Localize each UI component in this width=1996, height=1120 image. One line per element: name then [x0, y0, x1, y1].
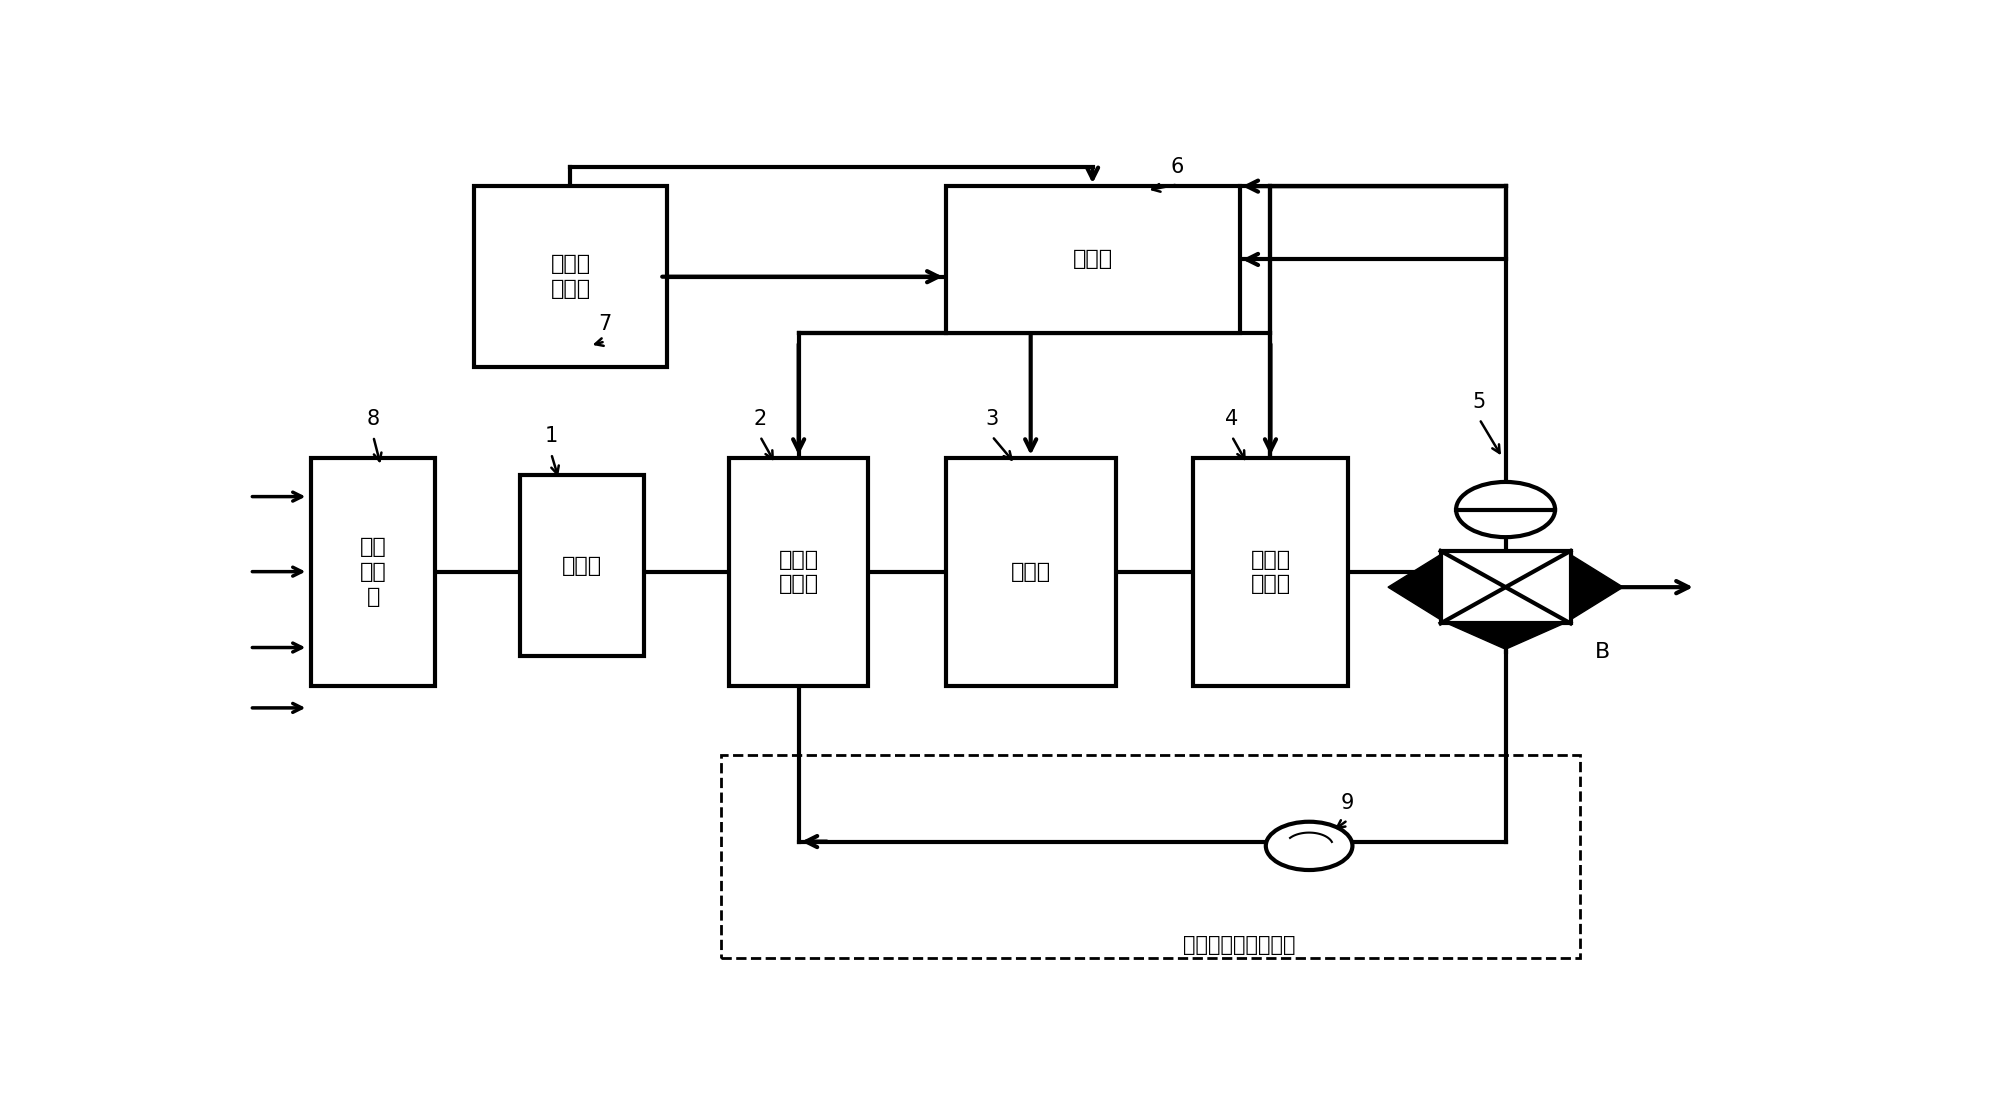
- Bar: [721, 755, 1579, 958]
- Bar: [946, 458, 1116, 687]
- Text: B: B: [1595, 642, 1611, 662]
- Text: 6: 6: [1172, 157, 1184, 177]
- Text: 4: 4: [1226, 409, 1238, 429]
- Text: 控制器: 控制器: [1072, 250, 1112, 270]
- Text: 2: 2: [752, 409, 766, 429]
- Bar: [473, 186, 667, 367]
- Text: 1: 1: [545, 427, 557, 446]
- Polygon shape: [1387, 554, 1441, 619]
- Text: 出风口
传感器: 出风口 传感器: [1249, 550, 1291, 595]
- Bar: [1441, 551, 1571, 624]
- Bar: [521, 475, 645, 656]
- Text: 加热模式的回流管路: 加热模式的回流管路: [1184, 935, 1295, 955]
- Bar: [729, 458, 868, 687]
- Text: 鼓风机: 鼓风机: [563, 556, 603, 576]
- Bar: [946, 186, 1240, 333]
- Circle shape: [1457, 482, 1555, 538]
- Text: 9: 9: [1341, 793, 1355, 813]
- Text: 电池组: 电池组: [1010, 562, 1050, 582]
- Polygon shape: [1447, 624, 1565, 650]
- Bar: [311, 458, 435, 687]
- Polygon shape: [1571, 554, 1623, 619]
- Text: A: A: [1595, 577, 1611, 597]
- Circle shape: [1265, 822, 1353, 870]
- Text: 5: 5: [1473, 392, 1485, 412]
- Text: 空气
滤清
器: 空气 滤清 器: [359, 538, 387, 607]
- Text: 3: 3: [986, 409, 998, 429]
- Text: 人机交
互平台: 人机交 互平台: [551, 254, 591, 299]
- Bar: [1194, 458, 1347, 687]
- Text: 7: 7: [599, 314, 613, 334]
- Text: 8: 8: [367, 409, 379, 429]
- Text: 进风口
传感器: 进风口 传感器: [778, 550, 818, 595]
